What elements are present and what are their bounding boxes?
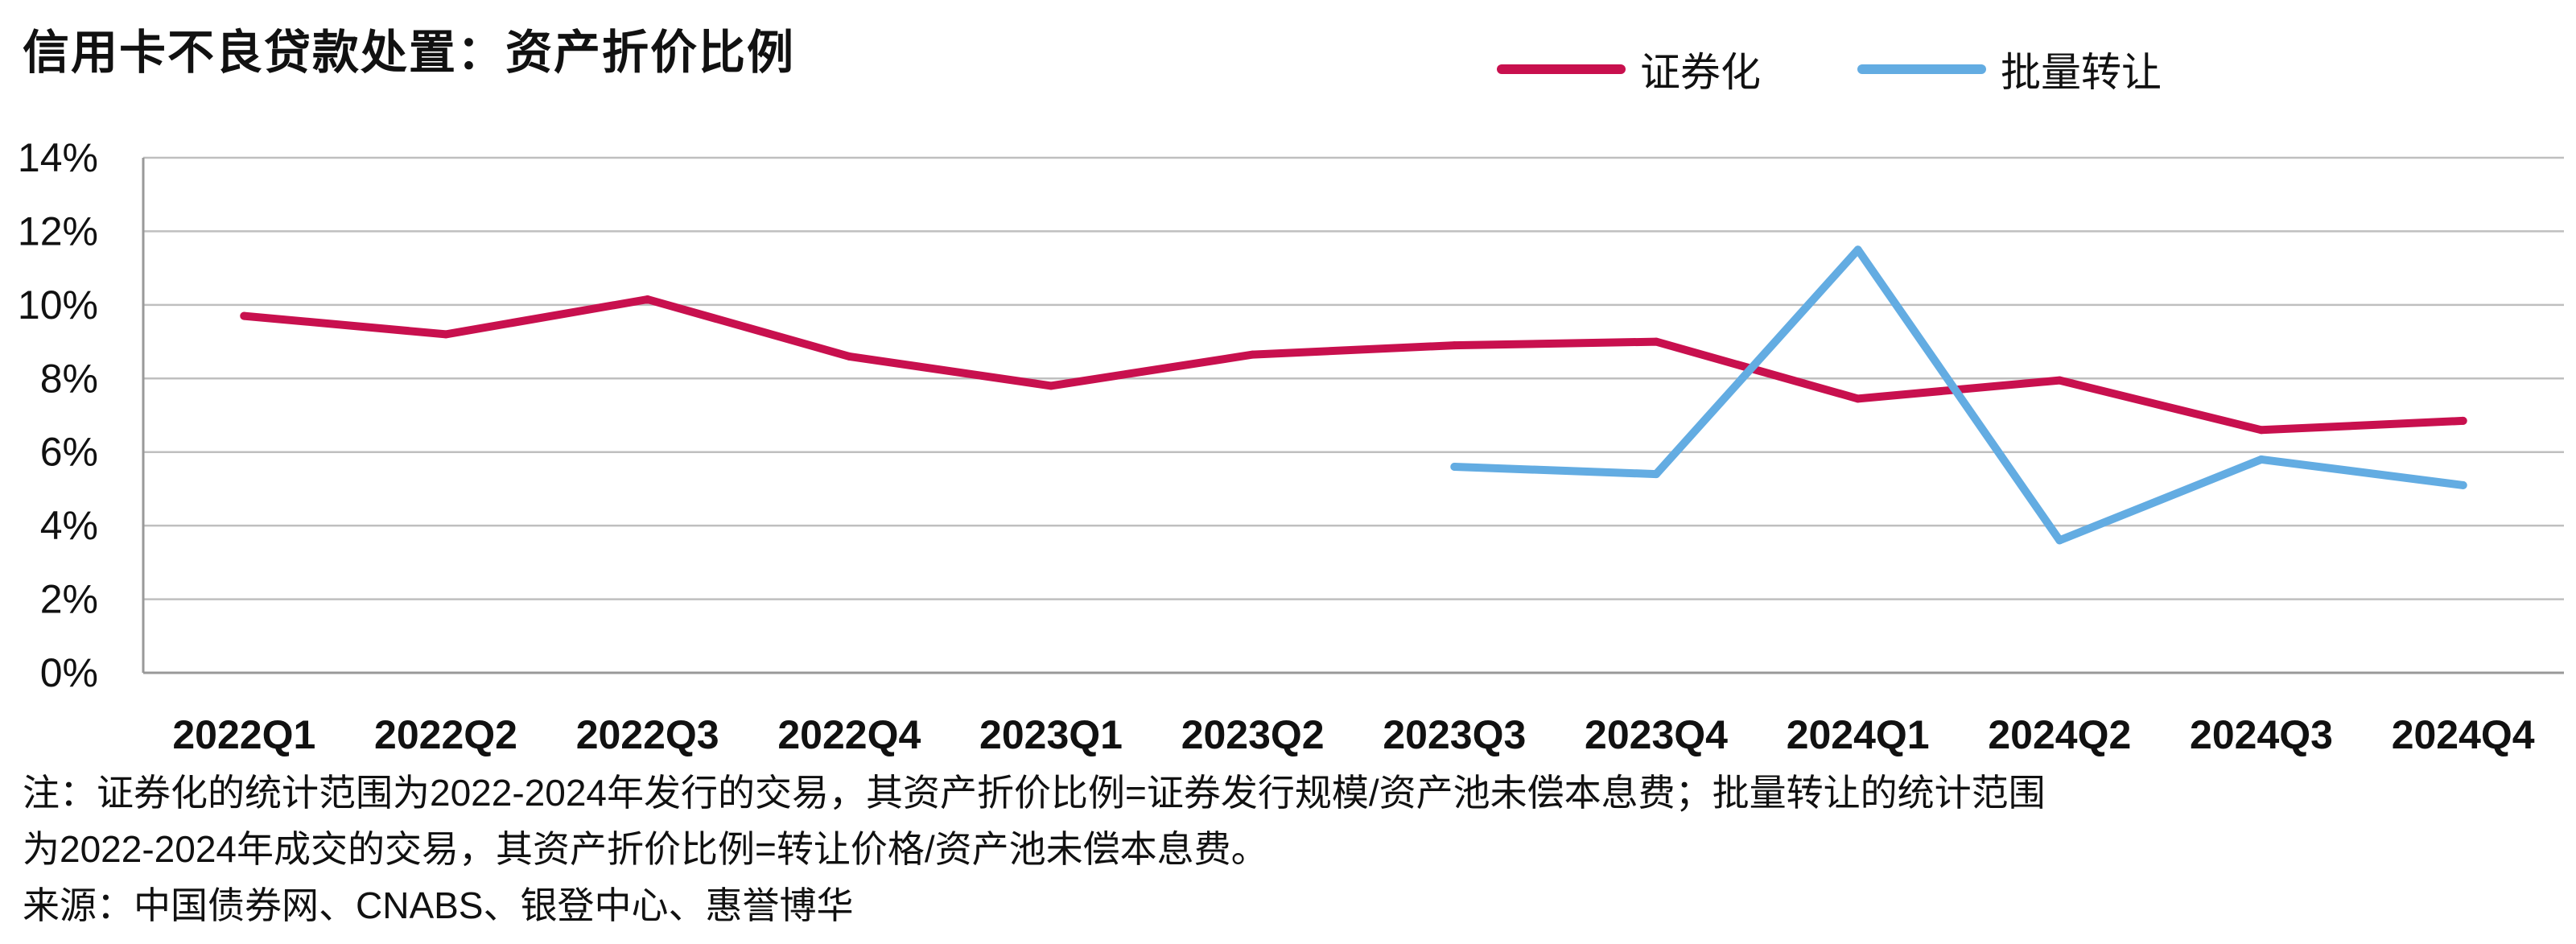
y-tick-label: 6% bbox=[40, 430, 98, 475]
legend-swatch-securitization bbox=[1497, 64, 1626, 74]
x-tick-label: 2024Q4 bbox=[2392, 712, 2535, 756]
data-point-securitization bbox=[240, 311, 249, 320]
series-line-bulk-transfer bbox=[1450, 245, 2467, 545]
y-tick-label: 0% bbox=[40, 650, 98, 695]
footnote-line-1: 注：证券化的统计范围为2022-2024年发行的交易，其资产折价比例=证券发行规… bbox=[23, 772, 2046, 814]
y-tick-label: 10% bbox=[18, 282, 98, 328]
x-tick-label: 2024Q3 bbox=[2190, 712, 2333, 756]
legend-label-bulk-transfer: 批量转让 bbox=[2001, 50, 2162, 95]
data-point-securitization bbox=[643, 295, 652, 303]
x-tick-label: 2022Q2 bbox=[374, 712, 517, 756]
data-point-securitization bbox=[1450, 341, 1459, 350]
footnote-line-2: 为2022-2024年成交的交易，其资产折价比例=转让价格/资产池未偿本息费。 bbox=[23, 828, 1268, 870]
x-tick-label: 2023Q3 bbox=[1383, 712, 1526, 756]
y-tick-label: 12% bbox=[18, 208, 98, 254]
series-line-securitization bbox=[240, 295, 2467, 435]
data-point-securitization bbox=[1853, 394, 1862, 403]
x-tick-label: 2024Q2 bbox=[1988, 712, 2131, 756]
data-point-bulk-transfer bbox=[2257, 455, 2265, 464]
data-point-bulk-transfer bbox=[1652, 470, 1660, 479]
x-tick-label: 2022Q1 bbox=[172, 712, 315, 756]
data-point-securitization bbox=[1047, 381, 1055, 390]
data-point-bulk-transfer bbox=[2055, 536, 2064, 545]
data-point-securitization bbox=[1652, 337, 1660, 346]
data-point-securitization bbox=[442, 330, 450, 339]
series-layer bbox=[240, 245, 2467, 545]
x-tick-label: 2023Q1 bbox=[979, 712, 1123, 756]
legend-item-bulk-transfer: 批量转让 bbox=[1857, 40, 2162, 98]
legend-swatch-bulk-transfer bbox=[1857, 64, 1986, 74]
line-chart: 0%2%4%6%8%10%12%14% 2022Q1 2022Q2 2022Q3 20… bbox=[18, 135, 2564, 756]
data-point-securitization bbox=[2055, 376, 2064, 385]
y-axis-ticks: 0% 2% 4% 6% 8% 10% 12% 14% bbox=[18, 135, 98, 695]
y-tick-label: 8% bbox=[40, 356, 98, 401]
legend-item-securitization: 证券化 bbox=[1497, 40, 1761, 98]
y-tick-label: 4% bbox=[40, 503, 98, 548]
y-tick-label: 14% bbox=[18, 135, 98, 180]
chart-title: 信用卡不良贷款处置：资产折价比例 bbox=[23, 27, 796, 79]
y-tick-label: 2% bbox=[40, 577, 98, 622]
data-point-bulk-transfer bbox=[1450, 463, 1459, 471]
x-tick-label: 2022Q3 bbox=[576, 712, 719, 756]
data-point-securitization bbox=[2257, 426, 2265, 435]
data-point-securitization bbox=[2459, 416, 2467, 425]
data-point-securitization bbox=[1248, 350, 1257, 359]
chart-legend: 证券化 批量转让 bbox=[1497, 40, 2162, 98]
data-point-bulk-transfer bbox=[2459, 480, 2467, 489]
x-tick-label: 2023Q2 bbox=[1181, 712, 1325, 756]
x-tick-label: 2024Q1 bbox=[1787, 712, 1930, 756]
source-note: 来源：中国债券网、CNABS、银登中心、惠誉博华 bbox=[23, 884, 854, 926]
x-tick-label: 2022Q4 bbox=[777, 712, 921, 756]
x-tick-label: 2023Q4 bbox=[1585, 712, 1728, 756]
legend-label-securitization: 证券化 bbox=[1640, 50, 1761, 95]
data-point-securitization bbox=[845, 352, 854, 361]
grid-layer bbox=[142, 156, 2564, 674]
x-axis-ticks: 2022Q1 2022Q2 2022Q3 2022Q4 2023Q1 2023Q2 2023… bbox=[172, 712, 2534, 756]
data-point-bulk-transfer bbox=[1853, 245, 1862, 254]
